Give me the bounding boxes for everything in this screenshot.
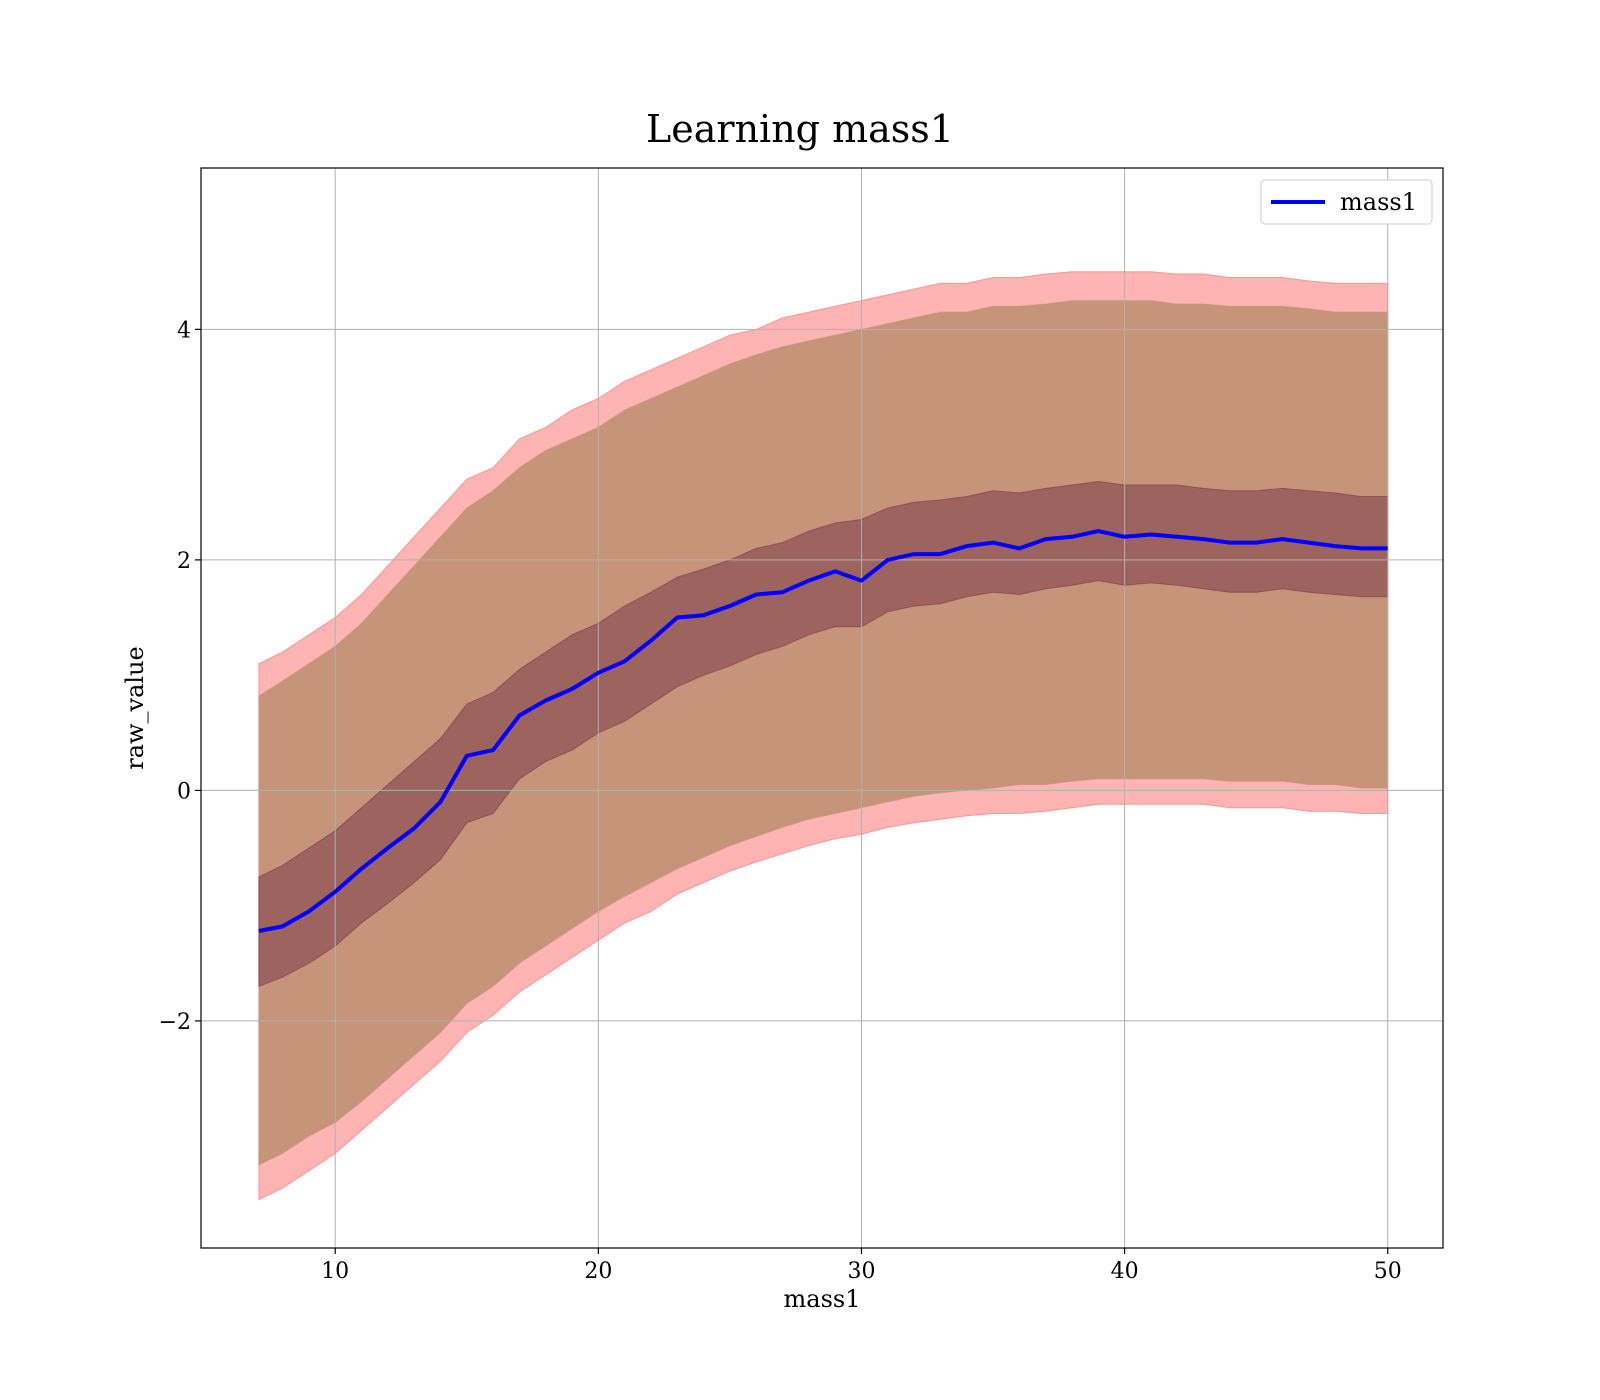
grid-layer bbox=[201, 168, 1443, 1248]
x-tick-label-0: 10 bbox=[321, 1259, 349, 1284]
x-axis-label: mass1 bbox=[784, 1285, 861, 1313]
band-layer bbox=[258, 271, 1389, 1201]
line-layer bbox=[258, 529, 1388, 933]
series-line-mass1 bbox=[258, 529, 1388, 933]
legend-label-mass1: mass1 bbox=[1340, 188, 1417, 216]
y-tick-label-2: 2 bbox=[177, 549, 191, 574]
x-tick-label-3: 40 bbox=[1111, 1259, 1139, 1284]
y-tick-label-3: 4 bbox=[177, 318, 191, 343]
legend-box bbox=[1260, 179, 1433, 225]
y-axis-label: raw_value bbox=[121, 646, 149, 770]
x-tick-label-1: 20 bbox=[584, 1259, 612, 1284]
y-tick-label-0: −2 bbox=[159, 1010, 191, 1035]
x-tick-label-4: 50 bbox=[1374, 1259, 1402, 1284]
plot-frame bbox=[200, 167, 1444, 1249]
y-tick-label-1: 0 bbox=[177, 779, 191, 804]
chart-title: Learning mass1 bbox=[646, 107, 954, 151]
legend: mass1 bbox=[1260, 179, 1433, 225]
ticks-layer: 10 20 30 40 50 −2 0 2 4 bbox=[159, 318, 1402, 1284]
x-tick-label-2: 30 bbox=[847, 1259, 875, 1284]
